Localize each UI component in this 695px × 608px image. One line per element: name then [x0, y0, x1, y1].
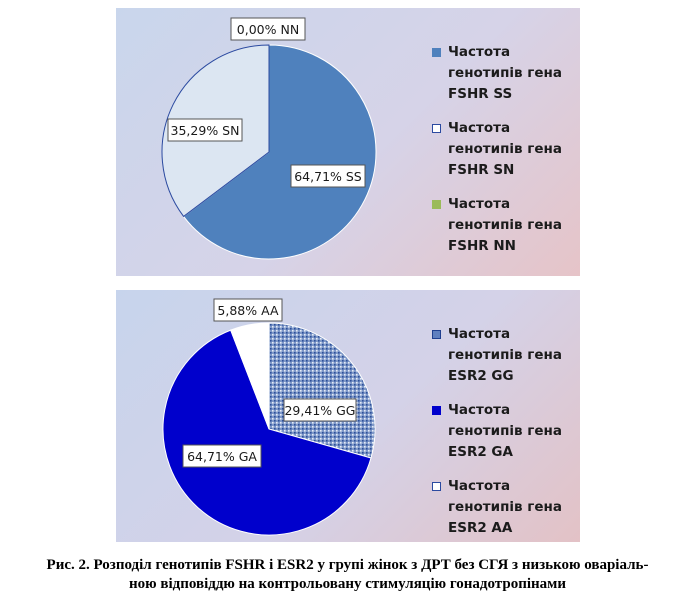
data-label-fshr-ss-box	[290, 164, 366, 188]
legend-item-fshr-nn: Частота генотипів гена FSHR NN	[432, 194, 578, 257]
legend-text: ESR2 GA	[448, 444, 513, 460]
legend-text: генотипів гена	[448, 423, 562, 439]
legend-text: ESR2 AA	[448, 520, 513, 536]
legend-text: генотипів гена	[448, 65, 562, 81]
legend-swatch-fshr-sn	[432, 124, 441, 133]
legend-text: ESR2 GG	[448, 368, 514, 384]
pie-chart-esr2: 29,41% GG 64,71% GA 5,88% AA	[162, 298, 376, 536]
legend-text: генотипів гена	[448, 141, 562, 157]
data-label-esr2-aa: 5,88% AA	[217, 303, 279, 318]
legend-text: Частота	[448, 44, 511, 60]
legend-text: Частота	[448, 196, 511, 212]
legend-swatch-esr2-ga	[432, 406, 441, 415]
pie-slice-ga	[162, 329, 372, 536]
legend-text: Частота	[448, 402, 511, 418]
legend-text: Частота	[448, 478, 511, 494]
legend-esr2: Частота генотипів гена ESR2 GG Частота г…	[432, 324, 578, 552]
chart-panel-fshr: 64,71% SS 35,29% SN 0,00% NN Частота генот…	[116, 8, 580, 276]
legend-text: FSHR SS	[448, 86, 513, 102]
figure-caption: Рис. 2. Розподіл генотипів FSHR і ESR2 у…	[0, 556, 695, 594]
legend-text: Частота	[448, 120, 511, 136]
pie-slice-gg	[268, 322, 376, 459]
caption-line: Рис. 2. Розподіл генотипів FSHR і ESR2 у…	[46, 557, 649, 573]
chart-panel-esr2: 29,41% GG 64,71% GA 5,88% AA Частота генот…	[116, 290, 580, 542]
legend-text: FSHR SN	[448, 162, 515, 178]
legend-item-fshr-ss: Частота генотипів гена FSHR SS	[432, 42, 578, 105]
pie-slice-aa	[230, 322, 270, 430]
data-label-esr2-ga: 64,71% GA	[187, 449, 257, 464]
legend-swatch-fshr-ss	[432, 48, 441, 57]
legend-swatch-esr2-gg	[432, 330, 441, 339]
legend-item-esr2-ga: Частота генотипів гена ESR2 GA	[432, 400, 578, 463]
data-label-fshr-sn: 35,29% SN	[171, 123, 240, 138]
data-label-fshr-nn-box	[230, 17, 306, 41]
caption-line: ною відповіддю на контрольовану стимуляц…	[128, 576, 567, 592]
legend-item-esr2-aa: Частота генотипів гена ESR2 AA	[432, 476, 578, 539]
legend-fshr: Частота генотипів гена FSHR SS Частота г…	[432, 42, 578, 270]
legend-text: Частота	[448, 326, 511, 342]
data-label-fshr-nn: 0,00% NN	[237, 22, 299, 37]
legend-item-fshr-sn: Частота генотипів гена FSHR SN	[432, 118, 578, 181]
legend-text: FSHR NN	[448, 238, 516, 254]
legend-text: генотипів гена	[448, 499, 562, 515]
data-label-esr2-gg: 29,41% GG	[284, 403, 355, 418]
data-label-esr2-ga-box	[182, 444, 262, 468]
data-label-fshr-sn-box	[167, 118, 243, 142]
legend-swatch-fshr-nn	[432, 200, 441, 209]
data-label-esr2-gg-box	[283, 398, 357, 422]
pie-chart-fshr: 64,71% SS 35,29% SN 0,00% NN	[161, 17, 377, 260]
pie-slice-ss	[182, 44, 377, 260]
legend-item-esr2-gg: Частота генотипів гена ESR2 GG	[432, 324, 578, 387]
legend-swatch-esr2-aa	[432, 482, 441, 491]
legend-text: генотипів гена	[448, 217, 562, 233]
data-label-esr2-aa-box	[213, 298, 283, 322]
legend-text: генотипів гена	[448, 347, 562, 363]
data-label-fshr-ss: 64,71% SS	[294, 169, 362, 184]
